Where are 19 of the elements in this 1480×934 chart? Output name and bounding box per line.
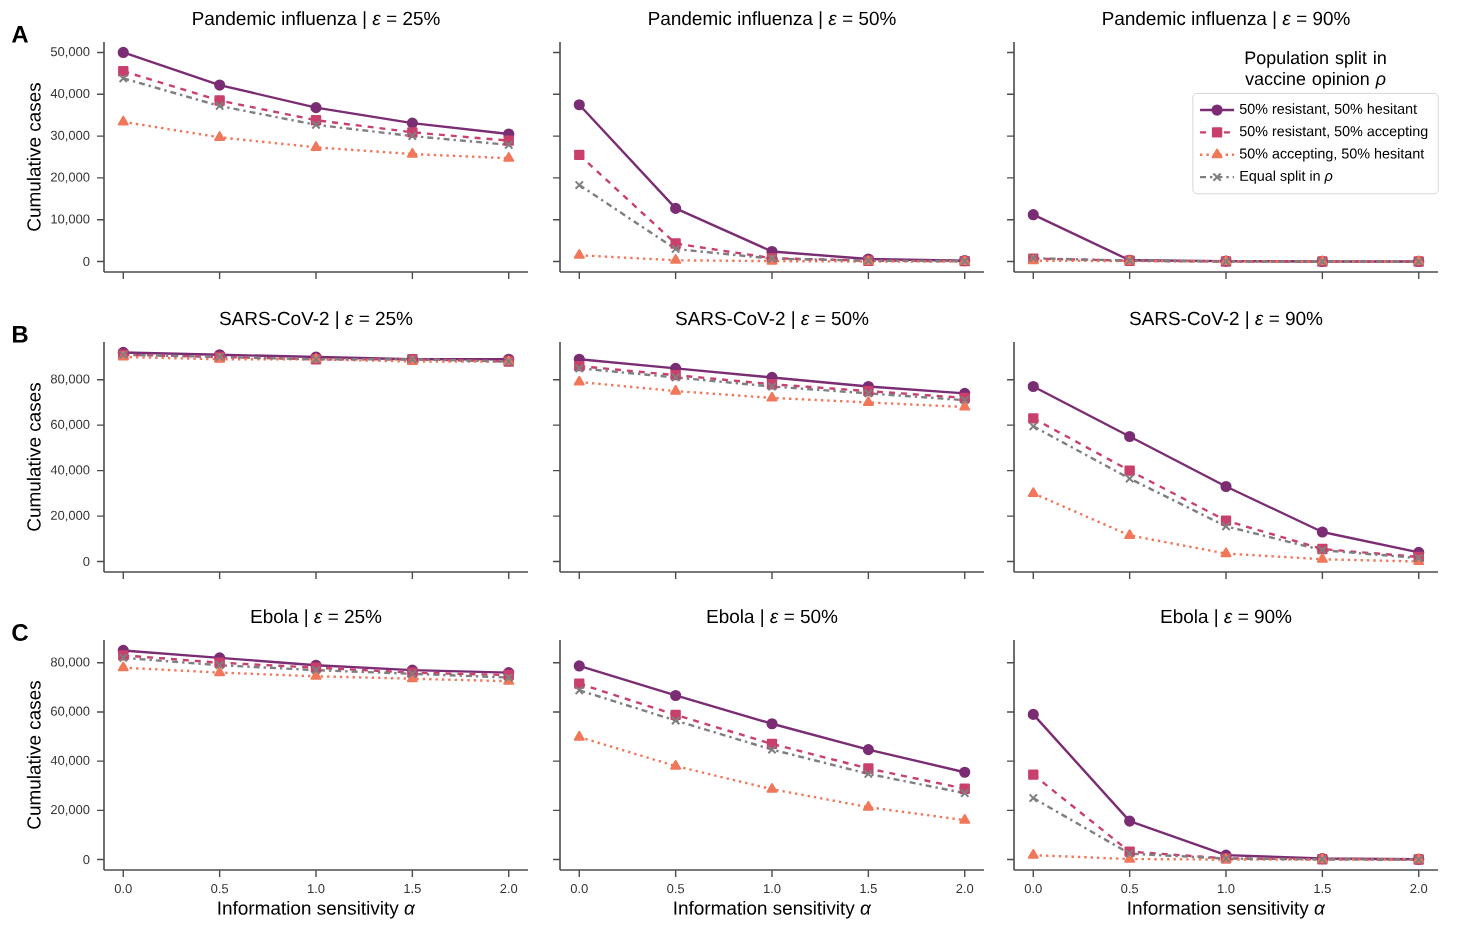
- chart-title: SARS-CoV-2 | ε = 50%: [675, 311, 869, 329]
- chart-title: Pandemic influenza | ε = 50%: [649, 11, 896, 29]
- text: C: [12, 624, 29, 641]
- y-axis-title: Cumulative cases: [26, 83, 41, 231]
- chart-title: Pandemic influenza | ε = 25%: [193, 11, 440, 29]
- y-axis-title: Cumulative cases: [26, 681, 41, 829]
- chart-title: Ebola | ε = 90%: [1161, 609, 1292, 627]
- legend-title: Population split in vaccine opinion ρ: [1245, 50, 1386, 89]
- chart-title: SARS-CoV-2 | ε = 25%: [219, 311, 413, 329]
- text: A: [11, 26, 29, 43]
- y-axis-title: Cumulative cases: [26, 383, 41, 531]
- chart-title: Ebola | ε = 50%: [707, 609, 838, 627]
- chart-title: Ebola | ε = 25%: [251, 609, 382, 627]
- text: B: [12, 326, 28, 343]
- x-axis-title: Information sensitivity α: [218, 900, 416, 919]
- chart-title: Pandemic influenza | ε = 90%: [1103, 11, 1350, 29]
- x-axis-title: Information sensitivity α: [1128, 900, 1326, 919]
- chart-title: SARS-CoV-2 | ε = 90%: [1129, 311, 1323, 329]
- x-axis-title: Information sensitivity α: [674, 900, 872, 919]
